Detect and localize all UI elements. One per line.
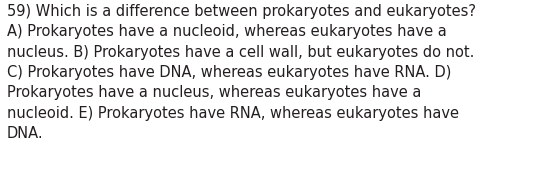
Text: 59) Which is a difference between prokaryotes and eukaryotes?
A) Prokaryotes hav: 59) Which is a difference between prokar… bbox=[7, 4, 476, 141]
